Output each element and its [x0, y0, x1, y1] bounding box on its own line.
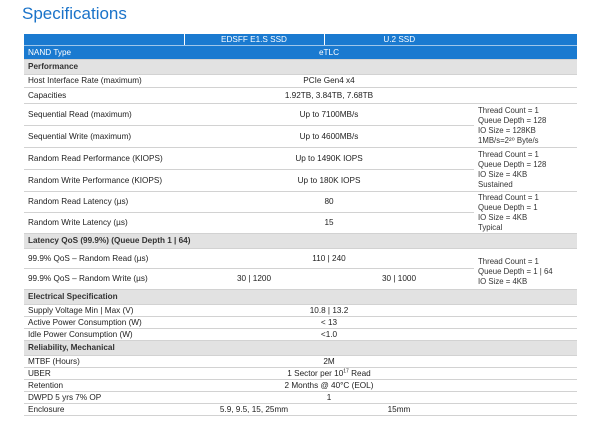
row-value: 1	[184, 391, 474, 404]
table-row: DWPD 5 yrs 7% OP 1	[24, 391, 577, 404]
table-row: Active Power Consumption (W) < 13	[24, 316, 577, 329]
row-value: 1 Sector per 1017 Read	[184, 367, 474, 380]
table-row: Idle Power Consumption (W) <1.0	[24, 328, 577, 341]
table-row: MTBF (Hours) 2M	[24, 355, 577, 368]
table-row: Capacities 1.92TB, 3.84TB, 7.68TB	[24, 87, 577, 104]
row-label: Random Write Performance (KIOPS)	[24, 169, 184, 192]
page-title: Specifications	[22, 4, 127, 23]
notes-cell	[474, 355, 577, 368]
row-label: MTBF (Hours)	[24, 355, 184, 368]
row-value: Up to 180K IOPS	[184, 169, 474, 192]
uber-value-exponent: 17	[343, 367, 349, 374]
row-value: 2M	[184, 355, 474, 368]
row-value-edsff: 5.9, 9.5, 15, 25mm	[184, 403, 324, 416]
row-label: Enclosure	[24, 403, 184, 416]
row-value: 10.8 | 13.2	[184, 304, 474, 317]
row-label: UBER	[24, 367, 184, 380]
notes-cell	[474, 379, 577, 392]
notes-cell	[474, 304, 577, 317]
row-value: eTLC	[184, 45, 474, 60]
row-value: Up to 4600MB/s	[184, 125, 474, 148]
header-u2-ssd: U.2 SSD	[323, 34, 474, 46]
notes-cell	[474, 391, 577, 404]
row-value-u2: 15mm	[324, 403, 474, 416]
row-value-edsff: 30 | 1200	[184, 268, 324, 290]
notes-cell	[474, 403, 577, 416]
row-value-u2: 30 | 1000	[324, 268, 474, 290]
table-row: 99.9% QoS – Random Read (µs) 110 | 240 T…	[24, 248, 577, 290]
row-value: Up to 7100MB/s	[184, 103, 474, 126]
specifications-table: EDSFF E1.S SSD U.2 SSD NAND Type eTLC Pe…	[24, 34, 577, 416]
row-label: Active Power Consumption (W)	[24, 316, 184, 329]
row-value: 80	[184, 191, 474, 213]
row-label: 99.9% QoS – Random Read (µs)	[24, 248, 184, 269]
uber-value-prefix: 1 Sector per 10	[287, 368, 344, 378]
row-label: Host Interface Rate (maximum)	[24, 74, 184, 88]
table-header-row: EDSFF E1.S SSD U.2 SSD	[24, 34, 577, 46]
nand-type-row: NAND Type eTLC	[24, 45, 577, 60]
row-label: Retention	[24, 379, 184, 392]
section-header-latency-qos: Latency QoS (99.9%) (Queue Depth 1 | 64)	[24, 233, 577, 249]
table-row: Host Interface Rate (maximum) PCIe Gen4 …	[24, 74, 577, 88]
header-edsff-e1s: EDSFF E1.S SSD	[183, 34, 324, 46]
row-label: Sequential Read (maximum)	[24, 103, 184, 126]
header-notes-cell	[474, 34, 577, 46]
row-value: Up to 1490K IOPS	[184, 147, 474, 170]
uber-value-suffix: Read	[348, 368, 371, 378]
row-label: NAND Type	[24, 45, 184, 60]
notes-sequential: Thread Count = 1 Queue Depth = 128 IO Si…	[474, 103, 577, 148]
table-row: Sequential Write (maximum) Up to 4600MB/…	[24, 125, 577, 148]
header-empty-cell	[24, 34, 184, 46]
table-row: Random Read Latency (µs) 80 Thread Count…	[24, 191, 577, 234]
row-label: Capacities	[24, 87, 184, 104]
table-row: Retention 2 Months @ 40°C (EOL)	[24, 379, 577, 392]
table-row: Random Write Performance (KIOPS) Up to 1…	[24, 169, 577, 192]
table-row: Supply Voltage Min | Max (V) 10.8 | 13.2	[24, 304, 577, 317]
notes-qos: Thread Count = 1 Queue Depth = 1 | 64 IO…	[474, 248, 577, 290]
table-row: Random Write Latency (µs) 15	[24, 212, 577, 234]
notes-cell	[474, 87, 577, 104]
row-label: Idle Power Consumption (W)	[24, 328, 184, 341]
row-label: Random Read Latency (µs)	[24, 191, 184, 213]
table-row: Enclosure 5.9, 9.5, 15, 25mm 15mm	[24, 403, 577, 416]
row-value: PCIe Gen4 x4	[184, 74, 474, 88]
table-row: Sequential Read (maximum) Up to 7100MB/s…	[24, 103, 577, 148]
row-label: Supply Voltage Min | Max (V)	[24, 304, 184, 317]
row-value: <1.0	[184, 328, 474, 341]
row-label: Sequential Write (maximum)	[24, 125, 184, 148]
notes-cell	[474, 45, 577, 60]
table-row: 99.9% QoS – Random Write (µs) 30 | 1200 …	[24, 268, 577, 290]
row-label: 99.9% QoS – Random Write (µs)	[24, 268, 184, 290]
notes-latency: Thread Count = 1 Queue Depth = 1 IO Size…	[474, 191, 577, 234]
notes-cell	[474, 74, 577, 88]
row-label: DWPD 5 yrs 7% OP	[24, 391, 184, 404]
row-value: 1.92TB, 3.84TB, 7.68TB	[184, 87, 474, 104]
section-header-reliability: Reliability, Mechanical	[24, 340, 577, 356]
row-label: Random Write Latency (µs)	[24, 212, 184, 234]
row-value: 110 | 240	[184, 248, 474, 269]
row-value: 2 Months @ 40°C (EOL)	[184, 379, 474, 392]
notes-cell	[474, 367, 577, 380]
section-header-performance: Performance	[24, 59, 577, 75]
notes-cell	[474, 316, 577, 329]
table-row: Random Read Performance (KIOPS) Up to 14…	[24, 147, 577, 192]
row-label: Random Read Performance (KIOPS)	[24, 147, 184, 170]
notes-random-performance: Thread Count = 1 Queue Depth = 128 IO Si…	[474, 147, 577, 192]
row-value: 15	[184, 212, 474, 234]
table-row: UBER 1 Sector per 1017 Read	[24, 367, 577, 380]
row-value: < 13	[184, 316, 474, 329]
notes-cell	[474, 328, 577, 341]
section-header-electrical: Electrical Specification	[24, 289, 577, 305]
